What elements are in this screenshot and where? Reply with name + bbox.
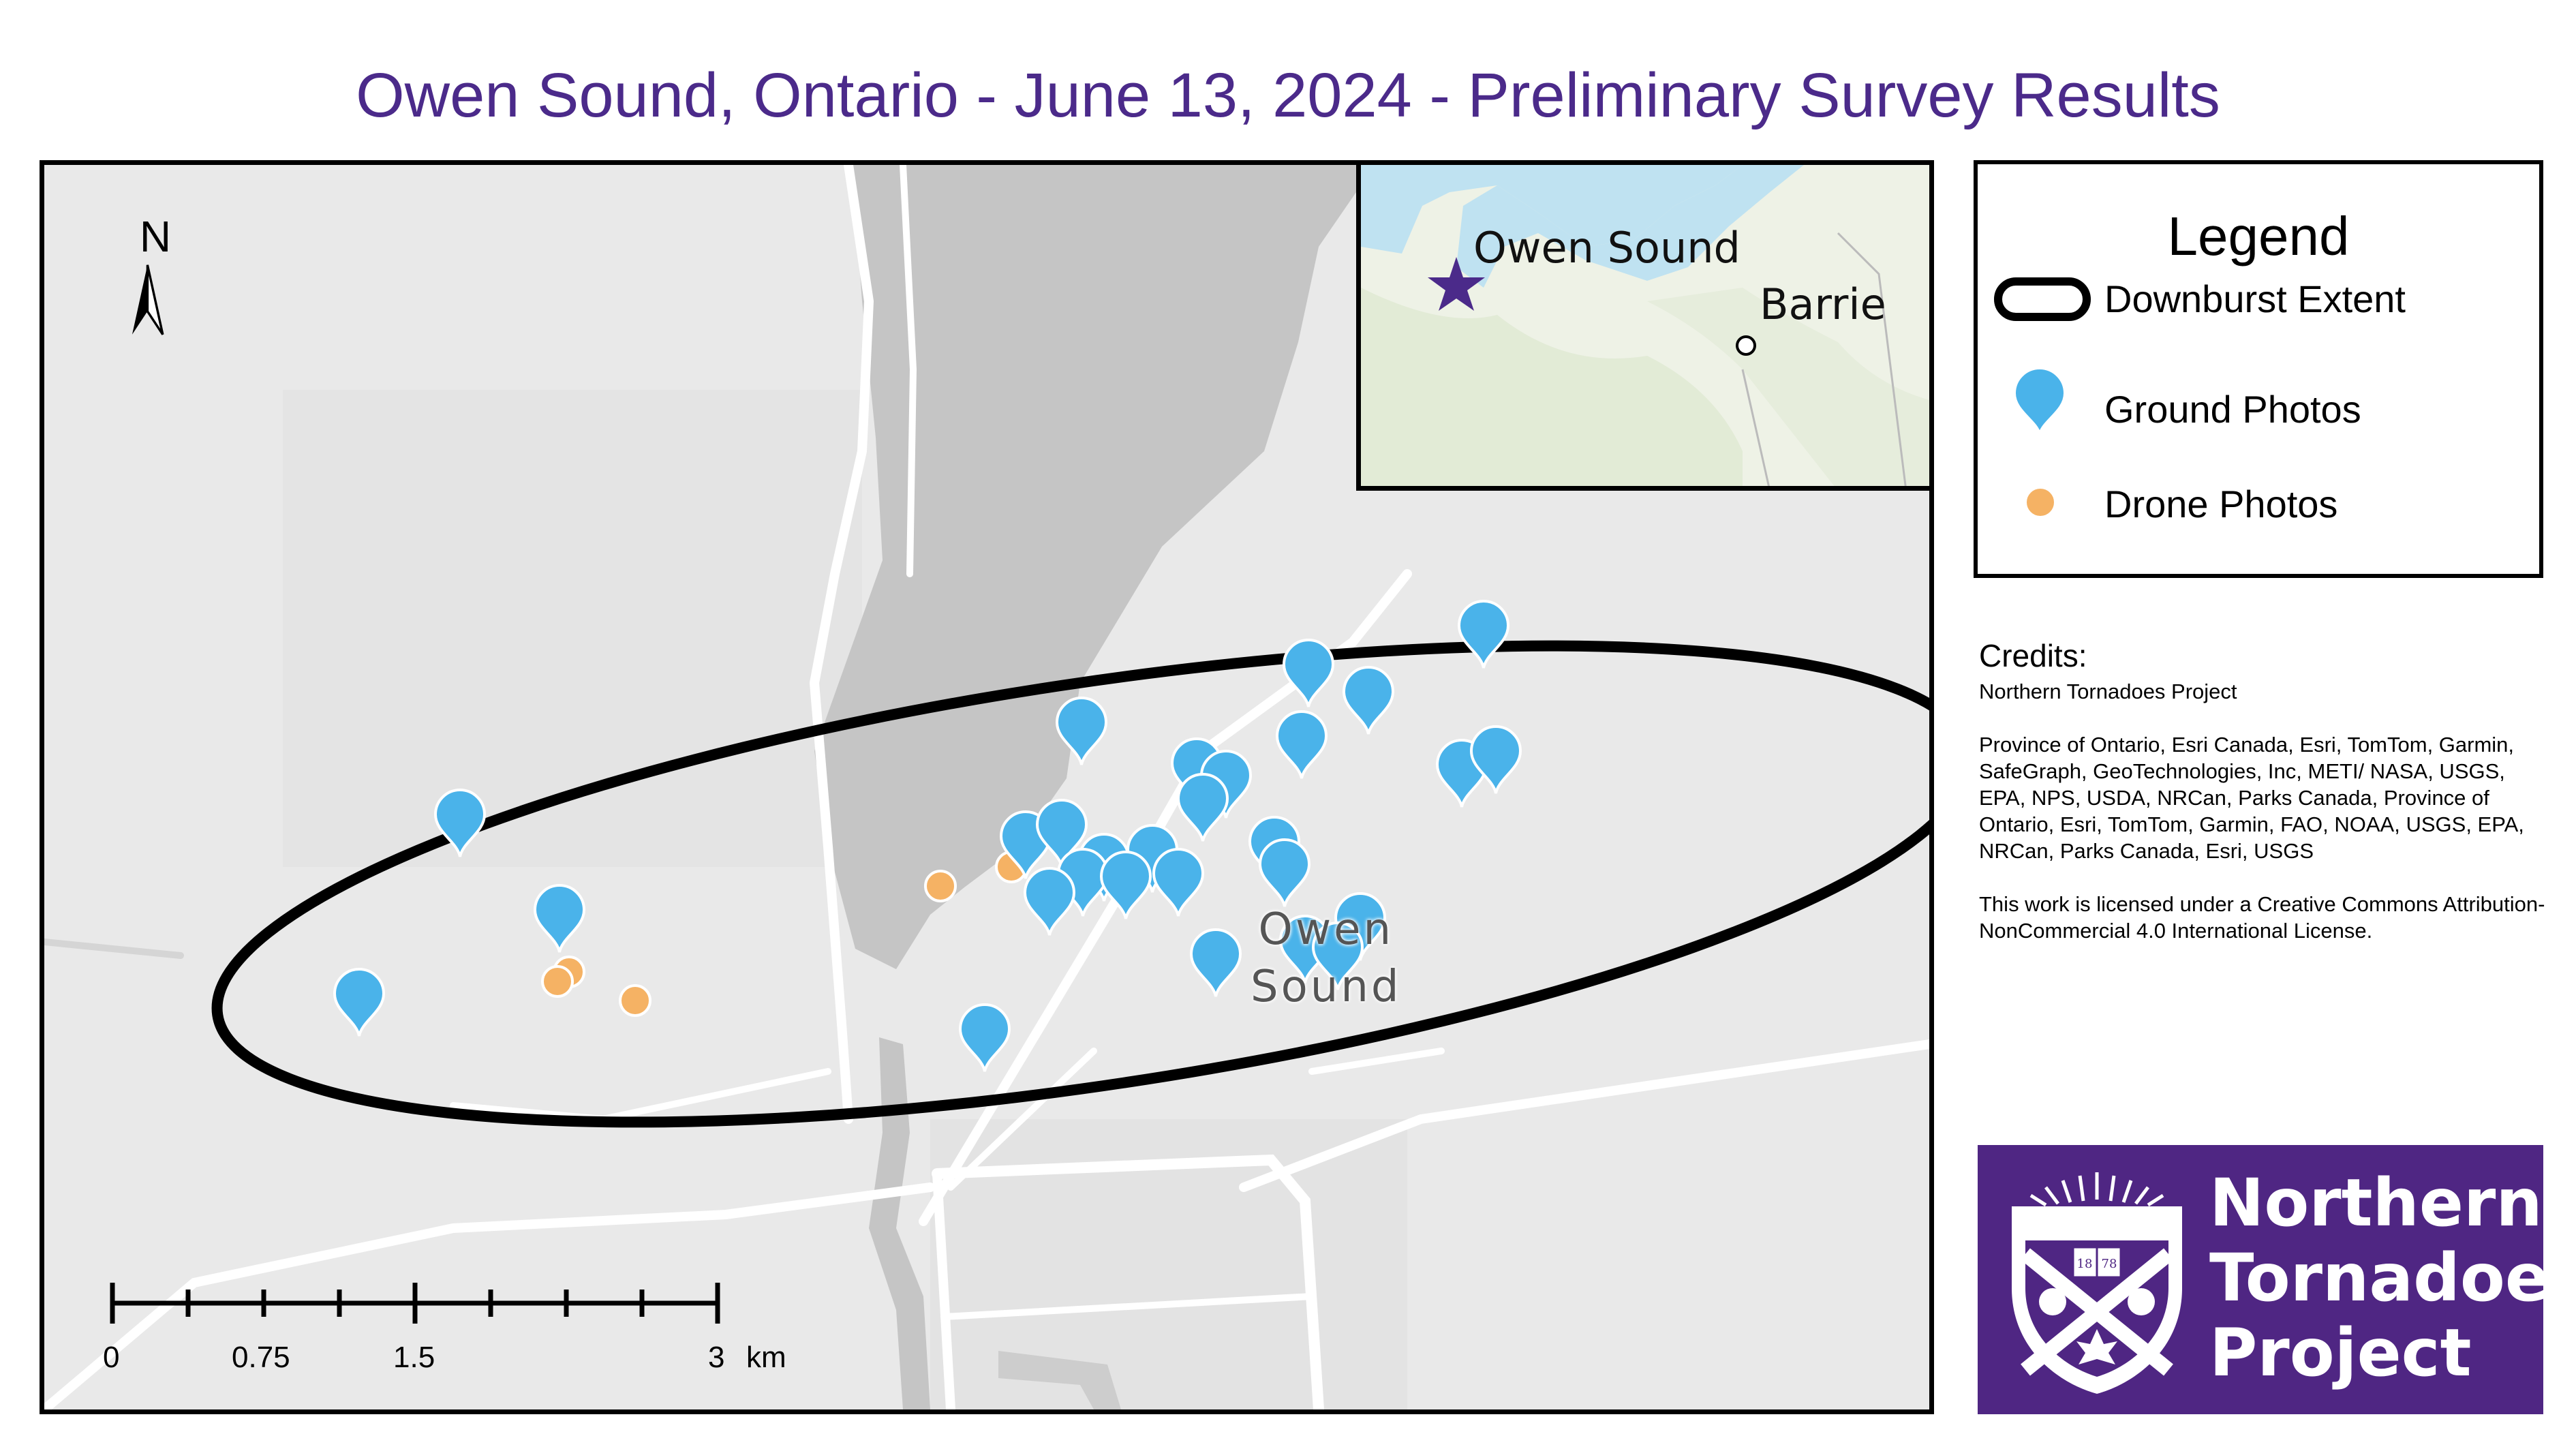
- ground-photo-pin-icon[interactable]: [533, 884, 586, 953]
- ground-photo-pin-icon[interactable]: [1189, 928, 1242, 997]
- credits-license: This work is licensed under a Creative C…: [1979, 892, 2545, 943]
- scale-label-1-5: 1.5: [393, 1341, 435, 1374]
- legend-panel: Legend Downburst Extent Ground Photos Dr…: [1974, 160, 2543, 578]
- ground-photo-pin-icon[interactable]: [1023, 867, 1076, 936]
- scale-label-3: 3: [708, 1341, 725, 1374]
- scale-bar: [110, 1283, 720, 1324]
- ground-photo-pin-icon[interactable]: [333, 968, 386, 1037]
- ground-photos-layer: [333, 600, 1522, 1072]
- north-label: N: [139, 212, 172, 261]
- drone-photo-dot-icon[interactable]: [619, 984, 651, 1017]
- credits-heading: Credits:: [1979, 638, 2087, 673]
- ground-photo-pin-icon[interactable]: [1152, 848, 1205, 917]
- legend-item-ground-photos: Ground Photos: [2104, 388, 2361, 431]
- ground-photo-pin-icon[interactable]: [433, 789, 487, 857]
- drone-photo-dot-icon[interactable]: [541, 965, 574, 998]
- inset-label-barrie: Barrie: [1760, 279, 1886, 329]
- ground-photo-pin-icon[interactable]: [1342, 666, 1395, 735]
- downburst-extent: [211, 640, 1929, 1128]
- dot-icon: [2024, 486, 2057, 519]
- north-arrow-icon: [132, 264, 164, 335]
- ground-photo-pin-icon[interactable]: [1311, 921, 1364, 990]
- scale-label-0-75: 0.75: [232, 1341, 290, 1374]
- barrie-marker: [1736, 335, 1756, 356]
- scale-unit: km: [746, 1341, 786, 1374]
- ground-photo-pin-icon[interactable]: [1176, 773, 1229, 842]
- owen-sound-star-icon: [1428, 257, 1485, 311]
- ground-photo-pin-icon[interactable]: [1469, 725, 1522, 794]
- legend-item-drone-photos: Drone Photos: [2104, 483, 2338, 525]
- ellipse-outline-icon: [1994, 277, 2091, 321]
- legend-item-downburst: Downburst Extent: [2104, 277, 2406, 320]
- main-map[interactable]: N Owen Sound 0 0.75 1.5 3 km: [40, 160, 1934, 1414]
- university-shield-icon: 18 78: [2012, 1172, 2182, 1394]
- bay-water: [814, 165, 1356, 969]
- credits-block: Credits: Northern Tornadoes Project Prov…: [1979, 637, 2551, 971]
- credits-sources: Province of Ontario, Esri Canada, Esri, …: [1979, 733, 2524, 863]
- ground-photo-pin-icon[interactable]: [1258, 838, 1311, 907]
- map-title: Owen Sound, Ontario - June 13, 2024 - Pr…: [356, 61, 2220, 130]
- ground-photo-pin-icon[interactable]: [1055, 697, 1108, 765]
- ground-photo-pin-icon[interactable]: [958, 1003, 1011, 1072]
- scale-label-0: 0: [103, 1341, 120, 1374]
- ntp-logo: 18 78 Northern Tornadoes Project: [1978, 1145, 2576, 1414]
- river: [869, 1037, 930, 1409]
- ground-photo-pin-icon[interactable]: [1282, 639, 1335, 707]
- map-pin-icon: [2012, 367, 2067, 435]
- ground-photo-pin-icon[interactable]: [1035, 799, 1088, 868]
- svg-text:78: 78: [2102, 1257, 2117, 1271]
- drone-photo-dot-icon[interactable]: [924, 870, 957, 902]
- legend-title: Legend: [2167, 206, 2350, 266]
- ground-photo-pin-icon[interactable]: [1099, 851, 1152, 919]
- credits-org: Northern Tornadoes Project: [1979, 680, 2237, 703]
- svg-text:18: 18: [2077, 1257, 2093, 1271]
- inset-label-owen-sound: Owen Sound: [1473, 223, 1741, 273]
- logo-wordmark: Northern Tornadoes Project: [2209, 1165, 2576, 1391]
- ground-photo-pin-icon[interactable]: [1457, 600, 1510, 669]
- inset-map: Owen Sound Barrie: [1356, 165, 1929, 491]
- city-label-owen-sound: Owen Sound: [1251, 904, 1402, 1012]
- inset-basemap: [1361, 165, 1929, 486]
- ground-photo-pin-icon[interactable]: [1275, 710, 1328, 779]
